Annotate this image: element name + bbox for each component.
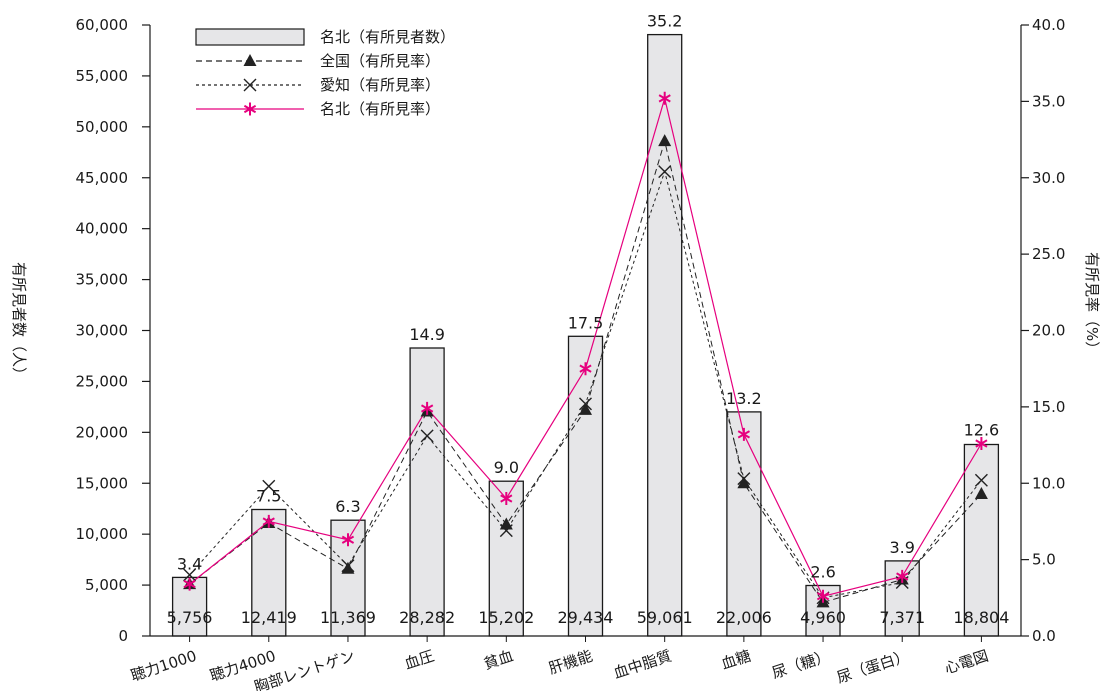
series-1-point-0 [183, 568, 197, 582]
bar-6 [647, 33, 683, 637]
series-2-point-8 [816, 589, 830, 603]
legend-swatch-bars [195, 28, 305, 46]
bar-3 [409, 347, 445, 637]
series-2-point-0 [183, 577, 196, 591]
series-1-point-6 [658, 165, 672, 179]
series-2-point-5 [579, 362, 592, 376]
left-tick-label-11: 55,000 [76, 67, 129, 85]
right-axis-title: 有所見率（%） [1083, 252, 1101, 356]
legend-marker-0 [243, 54, 257, 66]
left-tick-label-1: 5,000 [85, 576, 128, 594]
category-label-8: 尿（糖） [770, 647, 833, 683]
series-1-point-3 [420, 429, 434, 443]
rate-label-10: 12.6 [964, 421, 1000, 440]
rate-label-4: 9.0 [494, 458, 519, 477]
series-2-point-1 [262, 514, 275, 528]
left-tick-label-9: 45,000 [76, 169, 129, 187]
series-1-point-5 [579, 397, 592, 411]
bar-4 [488, 480, 524, 637]
series-1-point-4 [499, 524, 513, 538]
bars-group [171, 33, 1000, 637]
rate-label-7: 13.2 [726, 389, 762, 408]
category-label-10: 心電図 [942, 647, 990, 678]
labels-group: 5,756 12,419 11,369 28,282 15,202 29,434 59,06… [167, 12, 1010, 627]
left-tick-label-10: 50,000 [76, 118, 129, 136]
left-tick-label-8: 40,000 [76, 220, 129, 238]
bar-5 [567, 335, 604, 637]
left-axis-title: 有所見者数（人） [10, 262, 28, 382]
bar-value-label-4: 15,202 [478, 608, 534, 627]
rate-label-8: 2.6 [810, 562, 835, 581]
rate-label-3: 14.9 [409, 325, 445, 344]
series-1-point-7 [737, 472, 751, 486]
left-tick-label-0: 0 [118, 627, 128, 645]
right-tick-label-0: 0.0 [1032, 627, 1056, 645]
right-tick-label-7: 35.0 [1032, 92, 1065, 110]
series-1-point-10 [974, 473, 988, 487]
legend: 名北（有所見者数） 全国（有所見率） 愛知（有所見率） 名北（有所見率） [195, 28, 455, 118]
category-label-5: 肝機能 [546, 647, 594, 678]
category-label-0: 聴力1000 [128, 647, 198, 685]
category-label-3: 血圧 [402, 647, 436, 673]
series-2-point-2 [341, 533, 355, 547]
left-tick-label-4: 20,000 [76, 423, 129, 441]
right-tick-label-5: 25.0 [1032, 245, 1065, 263]
legend-marker-1 [243, 78, 257, 92]
right-tick-label-2: 10.0 [1032, 474, 1065, 492]
left-tick-label-2: 10,000 [76, 525, 129, 543]
series-2-point-9 [896, 569, 909, 583]
right-tick-label-8: 40.0 [1032, 16, 1065, 34]
right-tick-label-1: 5.0 [1032, 551, 1056, 569]
series-1-point-2 [341, 559, 355, 573]
series-2-point-4 [500, 492, 513, 505]
right-tick-label-4: 20.0 [1032, 322, 1065, 340]
rate-label-5: 17.5 [568, 313, 604, 332]
series-2-point-10 [975, 437, 988, 450]
bar-value-label-5: 29,434 [558, 608, 614, 627]
series-0-point-2 [341, 561, 355, 574]
series-2-point-6 [658, 91, 671, 105]
series-0-point-6 [658, 134, 672, 147]
rate-label-1: 7.5 [256, 487, 281, 506]
category-label-9: 尿（蛋白） [835, 647, 912, 687]
bar-value-label-2: 11,369 [320, 608, 376, 627]
left-tick-label-6: 30,000 [76, 322, 129, 340]
legend-label-2: 名北（有所見率） [320, 100, 440, 118]
series-2-point-7 [737, 427, 750, 441]
bar-value-label-10: 18,804 [953, 608, 1009, 627]
bar-value-label-3: 28,282 [399, 608, 455, 627]
category-label-7: 血糖 [719, 647, 753, 673]
rate-label-6: 35.2 [647, 12, 683, 31]
bar-value-label-7: 22,006 [716, 608, 772, 627]
left-tick-label-7: 35,000 [76, 271, 129, 289]
bar-value-label-1: 12,419 [241, 608, 297, 627]
legend-marker-2 [243, 102, 257, 116]
left-tick-label-12: 60,000 [76, 16, 129, 34]
legend-label-bars: 名北（有所見者数） [320, 28, 455, 46]
series-2-point-3 [421, 401, 434, 415]
category-label-4: 貧血 [481, 647, 515, 673]
bar-value-label-8: 4,960 [800, 608, 846, 627]
series-1-point-1 [262, 479, 276, 493]
series-0-point-7 [737, 476, 751, 489]
category-label-6: 血中脂質 [611, 647, 674, 683]
right-tick-label-3: 15.0 [1032, 398, 1065, 416]
bar-value-label-6: 59,061 [637, 608, 693, 627]
bar-value-label-0: 5,756 [167, 608, 213, 627]
left-tick-label-3: 15,000 [76, 474, 129, 492]
rate-label-2: 6.3 [335, 497, 360, 516]
lines-group [183, 91, 988, 608]
rate-label-9: 3.9 [890, 538, 915, 557]
legend-label-0: 全国（有所見率） [320, 52, 440, 70]
left-tick-label-5: 25,000 [76, 372, 129, 390]
legend-label-1: 愛知（有所見率） [320, 76, 440, 94]
series-0-point-10 [974, 486, 988, 499]
bar-7 [726, 411, 762, 637]
series-0-point-5 [579, 402, 592, 415]
bar-value-label-9: 7,371 [879, 608, 925, 627]
rate-label-0: 3.4 [177, 554, 202, 573]
right-tick-label-6: 30.0 [1032, 169, 1065, 187]
